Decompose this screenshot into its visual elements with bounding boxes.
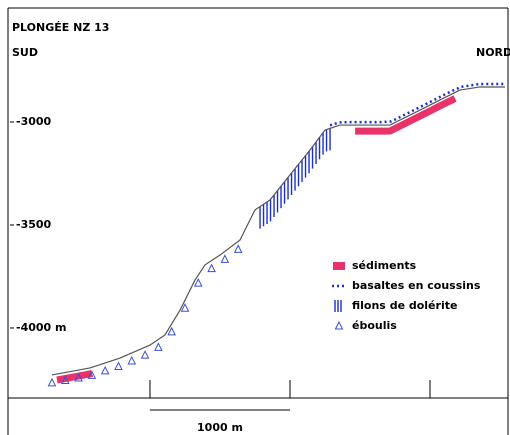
legend-symbol — [334, 300, 342, 312]
basalt — [329, 82, 506, 127]
dolerite — [259, 128, 331, 229]
legend-symbol — [334, 320, 344, 330]
chart-title: PLONGÉE NZ 13 — [12, 21, 109, 34]
scale-label: 1000 m — [197, 421, 243, 434]
sediment — [355, 95, 457, 135]
legend-label: éboulis — [352, 319, 397, 332]
legend-symbol — [333, 262, 345, 270]
y-tick-label: -3000 — [16, 115, 52, 128]
legend-label: filons de dolérite — [352, 299, 457, 312]
profile-line — [51, 86, 506, 376]
eboulis — [47, 244, 243, 387]
y-tick-label: -3500 — [16, 218, 52, 231]
legend-label: sédiments — [352, 259, 417, 272]
sediment — [56, 369, 94, 384]
y-tick-label: -4000 m — [16, 321, 66, 334]
south-label: SUD — [12, 46, 38, 59]
north-label: NORD — [476, 46, 510, 59]
legend-label: basaltes en coussins — [352, 279, 481, 292]
